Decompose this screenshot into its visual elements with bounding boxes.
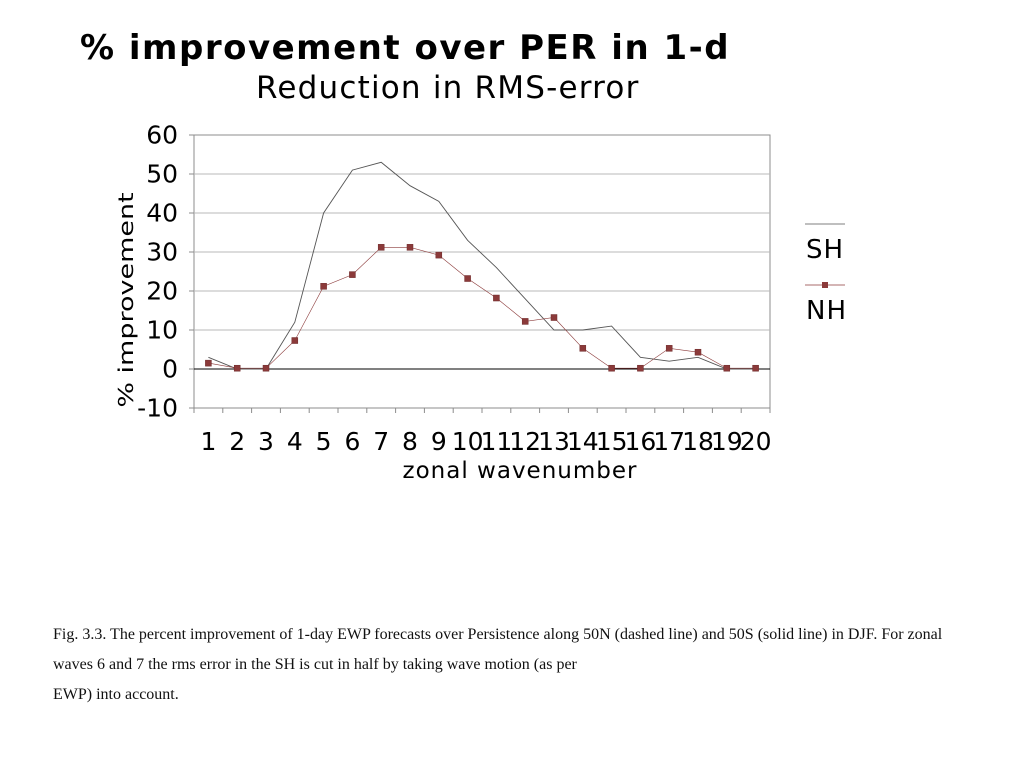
y-tick-label: 30	[146, 238, 178, 267]
chart-subtitle: Reduction in RMS-error	[256, 70, 640, 106]
y-tick-label: 60	[146, 121, 178, 150]
x-axis-label: zonal wavenumber	[403, 458, 638, 484]
data-point-nh	[435, 251, 443, 259]
chart-title-container: % improvement over PER in 1-d	[0, 28, 896, 74]
data-point-nh	[579, 345, 587, 352]
figure-caption: Fig. 3.3. The percent improvement of 1-d…	[53, 620, 973, 710]
data-point-nh	[637, 364, 644, 372]
x-tick-label: 11	[480, 427, 512, 456]
caption-line-1: Fig. 3.3. The percent improvement of 1-d…	[53, 626, 943, 673]
legend-marker-nh	[822, 282, 828, 288]
data-point-nh	[665, 345, 673, 352]
data-point-nh	[752, 364, 759, 372]
data-point-nh	[464, 275, 471, 282]
data-point-nh	[233, 364, 241, 372]
y-tick-label: 0	[162, 355, 178, 384]
y-tick-label: -10	[137, 394, 178, 423]
x-tick-label: 15	[596, 427, 628, 456]
data-point-nh	[377, 244, 385, 251]
legend-label-nh: NH	[806, 296, 847, 326]
x-tick-label: 2	[229, 427, 245, 456]
x-tick-label: 19	[711, 427, 743, 456]
x-tick-label: 17	[653, 427, 685, 456]
x-tick-label: 10	[452, 427, 484, 456]
data-point-nh	[262, 364, 270, 372]
data-point-nh	[320, 283, 327, 290]
x-tick-label: 1	[200, 427, 216, 456]
y-axis-label: % improvement	[114, 192, 138, 407]
x-tick-label: 16	[624, 427, 656, 456]
x-tick-label: 12	[509, 427, 541, 456]
x-tick-label: 3	[258, 427, 274, 456]
data-point-nh	[291, 337, 299, 344]
data-point-nh	[349, 271, 356, 278]
x-tick-label: 18	[682, 427, 714, 456]
x-tick-label: 9	[431, 427, 447, 456]
y-tick-label: 50	[146, 160, 178, 189]
x-tick-label: 6	[344, 427, 360, 456]
y-tick-label: 20	[146, 277, 178, 306]
data-point-nh	[550, 314, 558, 321]
x-tick-label: 14	[567, 427, 599, 456]
data-point-nh	[493, 294, 500, 302]
series-line-sh	[208, 161, 756, 370]
x-tick-label: 13	[538, 427, 570, 456]
x-tick-label: 5	[316, 427, 332, 456]
y-tick-label: 40	[146, 199, 178, 228]
x-tick-label: 8	[402, 427, 418, 456]
data-point-nh	[406, 244, 414, 251]
plot-area	[193, 134, 771, 409]
x-tick-label: 7	[373, 427, 389, 456]
data-point-nh	[723, 364, 731, 372]
series-line-nh	[208, 247, 756, 369]
caption-line-2: EWP) into account.	[53, 686, 179, 703]
chart-title: % improvement over PER in 1-d	[80, 28, 731, 68]
x-tick-label: 4	[287, 427, 303, 456]
x-tick-label: 20	[740, 427, 772, 456]
data-point-nh	[521, 318, 529, 325]
data-point-nh	[608, 364, 615, 372]
data-point-nh	[694, 348, 702, 356]
legend-label-sh: SH	[806, 235, 844, 265]
data-point-nh	[205, 359, 212, 367]
y-tick-label: 10	[146, 316, 178, 345]
